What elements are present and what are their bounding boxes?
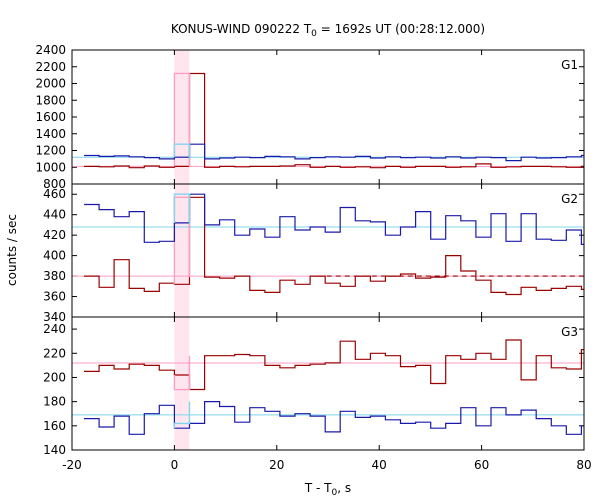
y-tick-label: 1000: [35, 160, 66, 174]
x-axis-label-sub: 0: [332, 488, 338, 498]
panel-label-g2: G2: [561, 192, 578, 206]
series-red-g2: [84, 196, 584, 296]
highlight-bin-red-g1: [173, 72, 191, 168]
y-tick-label: 1200: [35, 144, 66, 158]
y-tick-label: 200: [43, 370, 66, 384]
y-tick-label: 380: [43, 269, 66, 283]
y-tick-label: 220: [43, 346, 66, 360]
y-axis-label: counts / sec: [5, 214, 19, 286]
y-tick-label: 1600: [35, 110, 66, 124]
y-tick-label: 800: [43, 177, 66, 191]
highlight-bin-blue-g3: [173, 401, 191, 429]
chart-title-sub: 0: [311, 29, 317, 39]
y-tick-label: 2400: [35, 43, 66, 57]
y-tick-label: 460: [43, 187, 66, 201]
x-tick-label: 20: [269, 458, 284, 472]
chart-title-rest: = 1692s UT (00:28:12.000): [317, 22, 485, 36]
y-tick-label: 1800: [35, 93, 66, 107]
highlight-bin-red-g3: [173, 355, 191, 391]
highlight-bin-blue-g1: [173, 143, 191, 159]
highlight-bin-blue-g2: [173, 193, 191, 225]
series-red-g1: [84, 72, 584, 169]
y-tick-label: 440: [43, 208, 66, 222]
x-axis-label-rest: , s: [337, 481, 351, 495]
x-tick-label: 40: [372, 458, 387, 472]
y-tick-label: 360: [43, 290, 66, 304]
highlight-band: [174, 50, 190, 450]
y-tick-label: 180: [43, 395, 66, 409]
series-blue-g2: [84, 193, 584, 245]
y-tick-label: 140: [43, 443, 66, 457]
panel-frame-g3: [71, 316, 585, 451]
y-tick-label: 2200: [35, 60, 66, 74]
plot-layer: 80010001200140016001800200022002400G1340…: [35, 43, 591, 472]
panel-label-g1: G1: [561, 58, 578, 72]
panel-frame-g1: [71, 49, 585, 185]
series-red-g3: [84, 339, 584, 391]
x-tick-label: 0: [171, 458, 179, 472]
chart-title-main: KONUS-WIND 090222 T: [171, 22, 312, 36]
x-tick-label: -20: [62, 458, 82, 472]
panel-label-g3: G3: [561, 325, 578, 339]
y-tick-label: 340: [43, 310, 66, 324]
chart-title: KONUS-WIND 090222 T0 = 1692s UT (00:28:1…: [171, 22, 485, 39]
y-tick-label: 420: [43, 228, 66, 242]
y-tick-label: 400: [43, 249, 66, 263]
series-blue-g1: [84, 143, 584, 162]
x-tick-label: 80: [576, 458, 591, 472]
y-tick-label: 2000: [35, 77, 66, 91]
x-axis-label: T - T0, s: [304, 481, 351, 498]
series-blue-g3: [84, 401, 584, 435]
x-tick-label: 60: [474, 458, 489, 472]
y-tick-label: 1400: [35, 127, 66, 141]
y-tick-label: 240: [43, 322, 66, 336]
y-tick-label: 160: [43, 419, 66, 433]
x-axis-label-main: T - T: [304, 481, 332, 495]
panel-frame-g2: [71, 183, 585, 318]
